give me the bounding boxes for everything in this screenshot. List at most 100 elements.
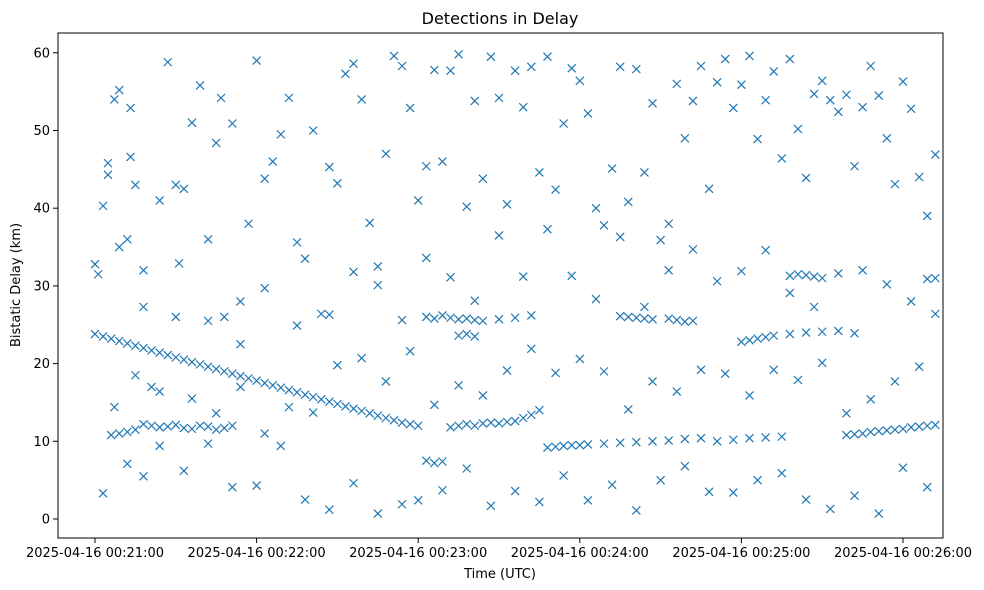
data-point	[502, 366, 512, 376]
data-point	[103, 170, 113, 180]
data-point	[462, 419, 472, 429]
data-point	[357, 353, 367, 363]
data-point	[559, 441, 569, 451]
y-tick-label: 20	[33, 357, 50, 372]
data-point	[216, 93, 226, 103]
data-point	[599, 220, 609, 230]
data-point	[769, 67, 779, 76]
data-point	[591, 203, 601, 213]
data-point	[623, 312, 633, 322]
data-point	[534, 405, 544, 415]
data-point	[413, 495, 423, 505]
data-point	[381, 413, 391, 423]
data-point	[842, 90, 851, 100]
data-point	[438, 311, 447, 320]
data-point	[139, 343, 148, 353]
data-point	[551, 442, 560, 452]
data-point	[914, 422, 924, 431]
data-point	[858, 265, 868, 275]
data-point	[227, 369, 237, 379]
data-point	[171, 420, 181, 430]
data-point	[252, 376, 262, 386]
x-tick-label: 2025-04-16 00:26:00	[834, 546, 972, 561]
data-point	[526, 62, 536, 72]
data-point	[534, 497, 544, 507]
data-point	[114, 429, 124, 438]
data-point	[672, 387, 682, 396]
data-point	[623, 197, 633, 207]
data-point	[195, 359, 205, 369]
data-point	[300, 390, 310, 400]
data-point	[219, 312, 229, 322]
data-point	[203, 439, 213, 449]
data-point	[446, 272, 455, 282]
data-point	[130, 180, 140, 190]
data-point	[413, 196, 423, 205]
data-point	[922, 211, 932, 221]
data-point	[696, 365, 706, 375]
data-point	[227, 482, 237, 492]
data-point	[640, 168, 649, 177]
data-point	[648, 98, 657, 108]
data-point	[179, 184, 189, 194]
data-point	[745, 51, 754, 61]
data-point	[866, 427, 876, 437]
data-point	[300, 254, 310, 264]
data-point	[704, 184, 714, 194]
data-point	[98, 488, 108, 498]
data-point	[914, 172, 924, 182]
data-point	[454, 314, 464, 324]
data-point	[122, 427, 132, 437]
data-point	[171, 180, 181, 190]
data-point	[785, 329, 795, 339]
data-point	[93, 269, 103, 279]
data-point	[462, 329, 472, 339]
data-point	[341, 69, 350, 79]
data-point	[126, 103, 135, 113]
data-point	[429, 314, 439, 323]
data-point	[801, 173, 811, 183]
data-point	[357, 406, 367, 416]
data-point	[308, 392, 318, 402]
data-point	[292, 237, 302, 247]
data-point	[147, 345, 156, 355]
data-point	[187, 424, 197, 434]
data-point	[640, 302, 649, 312]
data-point	[793, 375, 803, 385]
data-point	[874, 509, 884, 518]
data-point	[252, 56, 262, 65]
data-point	[332, 399, 342, 409]
data-point	[373, 280, 383, 290]
y-tick-label: 30	[33, 279, 50, 294]
data-point	[179, 466, 189, 476]
data-point	[470, 421, 480, 431]
data-point	[833, 107, 843, 117]
data-point	[599, 439, 609, 449]
data-point	[429, 458, 439, 468]
data-point	[478, 174, 488, 184]
data-point	[260, 174, 270, 184]
data-point	[187, 118, 197, 128]
data-point	[543, 52, 552, 62]
data-point	[446, 66, 455, 76]
data-point	[858, 102, 868, 112]
data-point	[664, 265, 674, 275]
data-point	[688, 244, 698, 254]
data-point	[219, 423, 229, 433]
data-point	[413, 421, 423, 431]
data-point	[615, 232, 625, 242]
data-point	[357, 94, 367, 104]
data-point	[930, 273, 940, 283]
data-point	[640, 314, 649, 323]
data-point	[349, 267, 358, 277]
data-point	[785, 288, 795, 298]
data-point	[470, 315, 480, 325]
data-point	[462, 314, 472, 323]
data-point	[179, 423, 189, 433]
data-point	[866, 394, 876, 404]
data-point	[777, 432, 787, 442]
data-point	[720, 369, 730, 379]
data-point	[502, 417, 512, 427]
data-point	[567, 271, 577, 281]
